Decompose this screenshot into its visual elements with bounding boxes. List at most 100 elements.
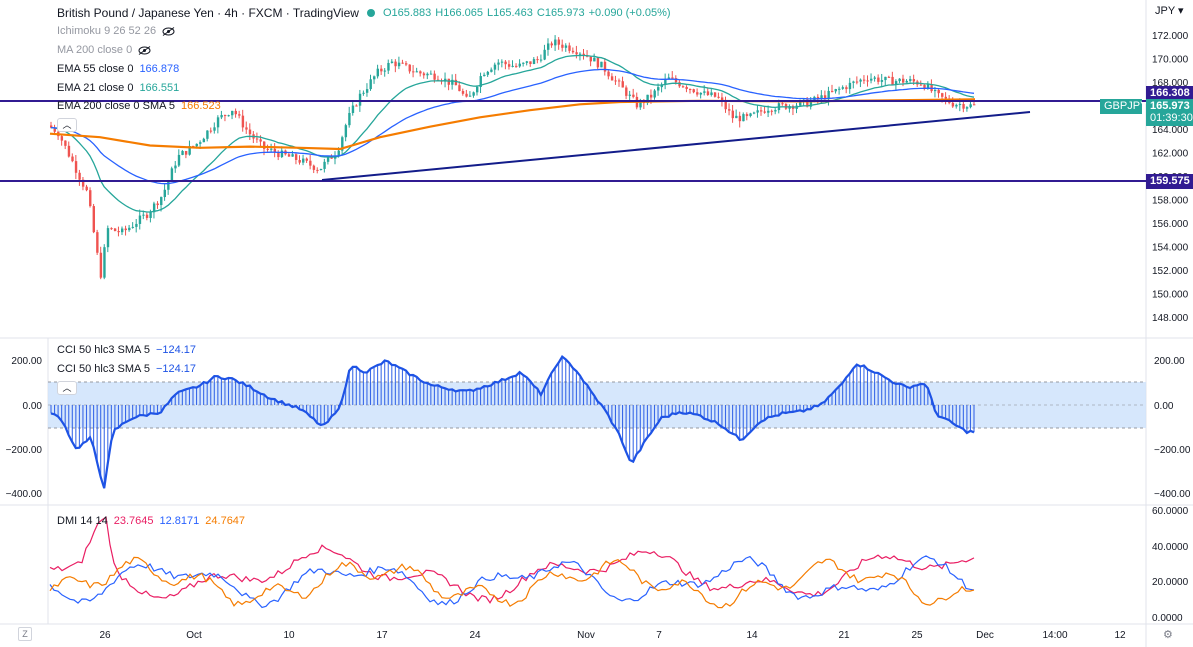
candle-body[interactable] (433, 73, 436, 80)
candle-body[interactable] (763, 111, 766, 113)
indicator-legend-ma200[interactable]: MA 200 close 0 (57, 43, 151, 57)
candle-body[interactable] (486, 71, 490, 75)
indicator-legend-ema21[interactable]: EMA 21 close 0 166.551 (57, 81, 179, 95)
candle-body[interactable] (67, 145, 71, 157)
candle-body[interactable] (561, 44, 564, 48)
candle-body[interactable] (557, 39, 561, 45)
candle-body[interactable] (834, 89, 837, 92)
candle-body[interactable] (124, 228, 127, 231)
candle-body[interactable] (852, 81, 855, 83)
candle-body[interactable] (742, 114, 745, 122)
candle-body[interactable] (167, 180, 170, 190)
candle-body[interactable] (500, 61, 504, 63)
candle-body[interactable] (113, 228, 117, 232)
candle-body[interactable] (905, 80, 908, 83)
candle-body[interactable] (280, 150, 284, 158)
candle-body[interactable] (422, 73, 426, 76)
candle-body[interactable] (206, 130, 209, 139)
candle-body[interactable] (330, 156, 333, 159)
candle-body[interactable] (713, 92, 717, 97)
candle-body[interactable] (930, 84, 933, 92)
support-price-label[interactable]: 159.575 (1146, 174, 1193, 189)
candle-body[interactable] (887, 76, 891, 78)
candle-body[interactable] (912, 79, 916, 82)
candle-body[interactable] (855, 81, 859, 83)
candle-body[interactable] (760, 110, 763, 112)
candle-body[interactable] (142, 214, 145, 216)
candle-body[interactable] (657, 87, 660, 91)
candle-body[interactable] (458, 85, 461, 92)
candle-body[interactable] (454, 79, 458, 86)
candle-body[interactable] (238, 114, 241, 116)
candle-body[interactable] (699, 92, 703, 95)
candle-body[interactable] (174, 165, 177, 169)
candle-body[interactable] (369, 79, 372, 90)
candle-body[interactable] (717, 96, 720, 98)
candle-body[interactable] (89, 190, 92, 207)
candle-body[interactable] (121, 228, 124, 233)
candle-body[interactable] (614, 80, 617, 82)
candle-body[interactable] (277, 152, 280, 158)
candle-body[interactable] (933, 89, 937, 92)
hidden-eye-icon[interactable] (162, 26, 175, 36)
candle-body[interactable] (74, 161, 78, 173)
candle-body[interactable] (575, 52, 578, 55)
candle-body[interactable] (220, 115, 223, 118)
candle-body[interactable] (468, 95, 472, 97)
candle-body[interactable] (78, 172, 81, 180)
hidden-eye-icon[interactable] (138, 45, 151, 55)
candle-body[interactable] (408, 64, 411, 72)
candle-body[interactable] (255, 138, 259, 140)
candle-body[interactable] (419, 71, 422, 74)
candle-body[interactable] (848, 82, 852, 90)
candle-body[interactable] (348, 112, 351, 126)
candle-body[interactable] (781, 103, 784, 105)
candle-body[interactable] (461, 91, 465, 94)
candle-body[interactable] (447, 78, 450, 85)
candle-body[interactable] (241, 115, 245, 128)
candle-body[interactable] (387, 62, 390, 71)
candle-body[interactable] (170, 168, 174, 181)
candle-body[interactable] (415, 71, 419, 73)
cci-line[interactable] (50, 354, 975, 489)
candle-body[interactable] (689, 89, 692, 91)
candle-body[interactable] (692, 89, 695, 93)
candlestick-series[interactable] (50, 35, 976, 280)
ema21-line[interactable] (50, 54, 975, 213)
candle-body[interactable] (891, 76, 894, 85)
candle-body[interactable] (394, 61, 397, 67)
candle-body[interactable] (628, 94, 632, 96)
candle-body[interactable] (884, 76, 887, 81)
candle-body[interactable] (728, 109, 731, 111)
candle-body[interactable] (401, 62, 404, 64)
candle-body[interactable] (962, 104, 965, 109)
candle-body[interactable] (554, 39, 557, 46)
candle-body[interactable] (405, 63, 408, 65)
di-plus-line[interactable] (49, 555, 975, 609)
candle-body[interactable] (181, 151, 184, 155)
candle-body[interactable] (799, 100, 802, 106)
candle-body[interactable] (223, 115, 227, 117)
candle-body[interactable] (731, 110, 734, 119)
candle-body[interactable] (184, 151, 188, 155)
time-axis[interactable]: 26 Oct 10 17 24 Nov 7 14 21 25 Dec 14:00 12 (99, 630, 1126, 641)
currency-label[interactable]: JPY ▾ (1155, 4, 1184, 18)
candle-body[interactable] (564, 45, 568, 48)
candle-body[interactable] (177, 154, 181, 166)
candle-body[interactable] (646, 94, 649, 104)
candle-body[interactable] (312, 165, 316, 170)
candle-body[interactable] (738, 115, 742, 122)
candle-body[interactable] (266, 148, 269, 150)
candle-body[interactable] (507, 64, 511, 67)
di-minus-line[interactable] (49, 556, 975, 609)
candle-body[interactable] (866, 80, 869, 82)
candle-body[interactable] (344, 125, 348, 138)
candle-body[interactable] (522, 62, 525, 64)
candle-body[interactable] (298, 159, 301, 163)
candle-body[interactable] (632, 94, 635, 97)
candle-body[interactable] (476, 86, 479, 93)
candle-body[interactable] (660, 84, 663, 88)
candle-body[interactable] (678, 82, 681, 87)
candle-body[interactable] (209, 130, 213, 132)
